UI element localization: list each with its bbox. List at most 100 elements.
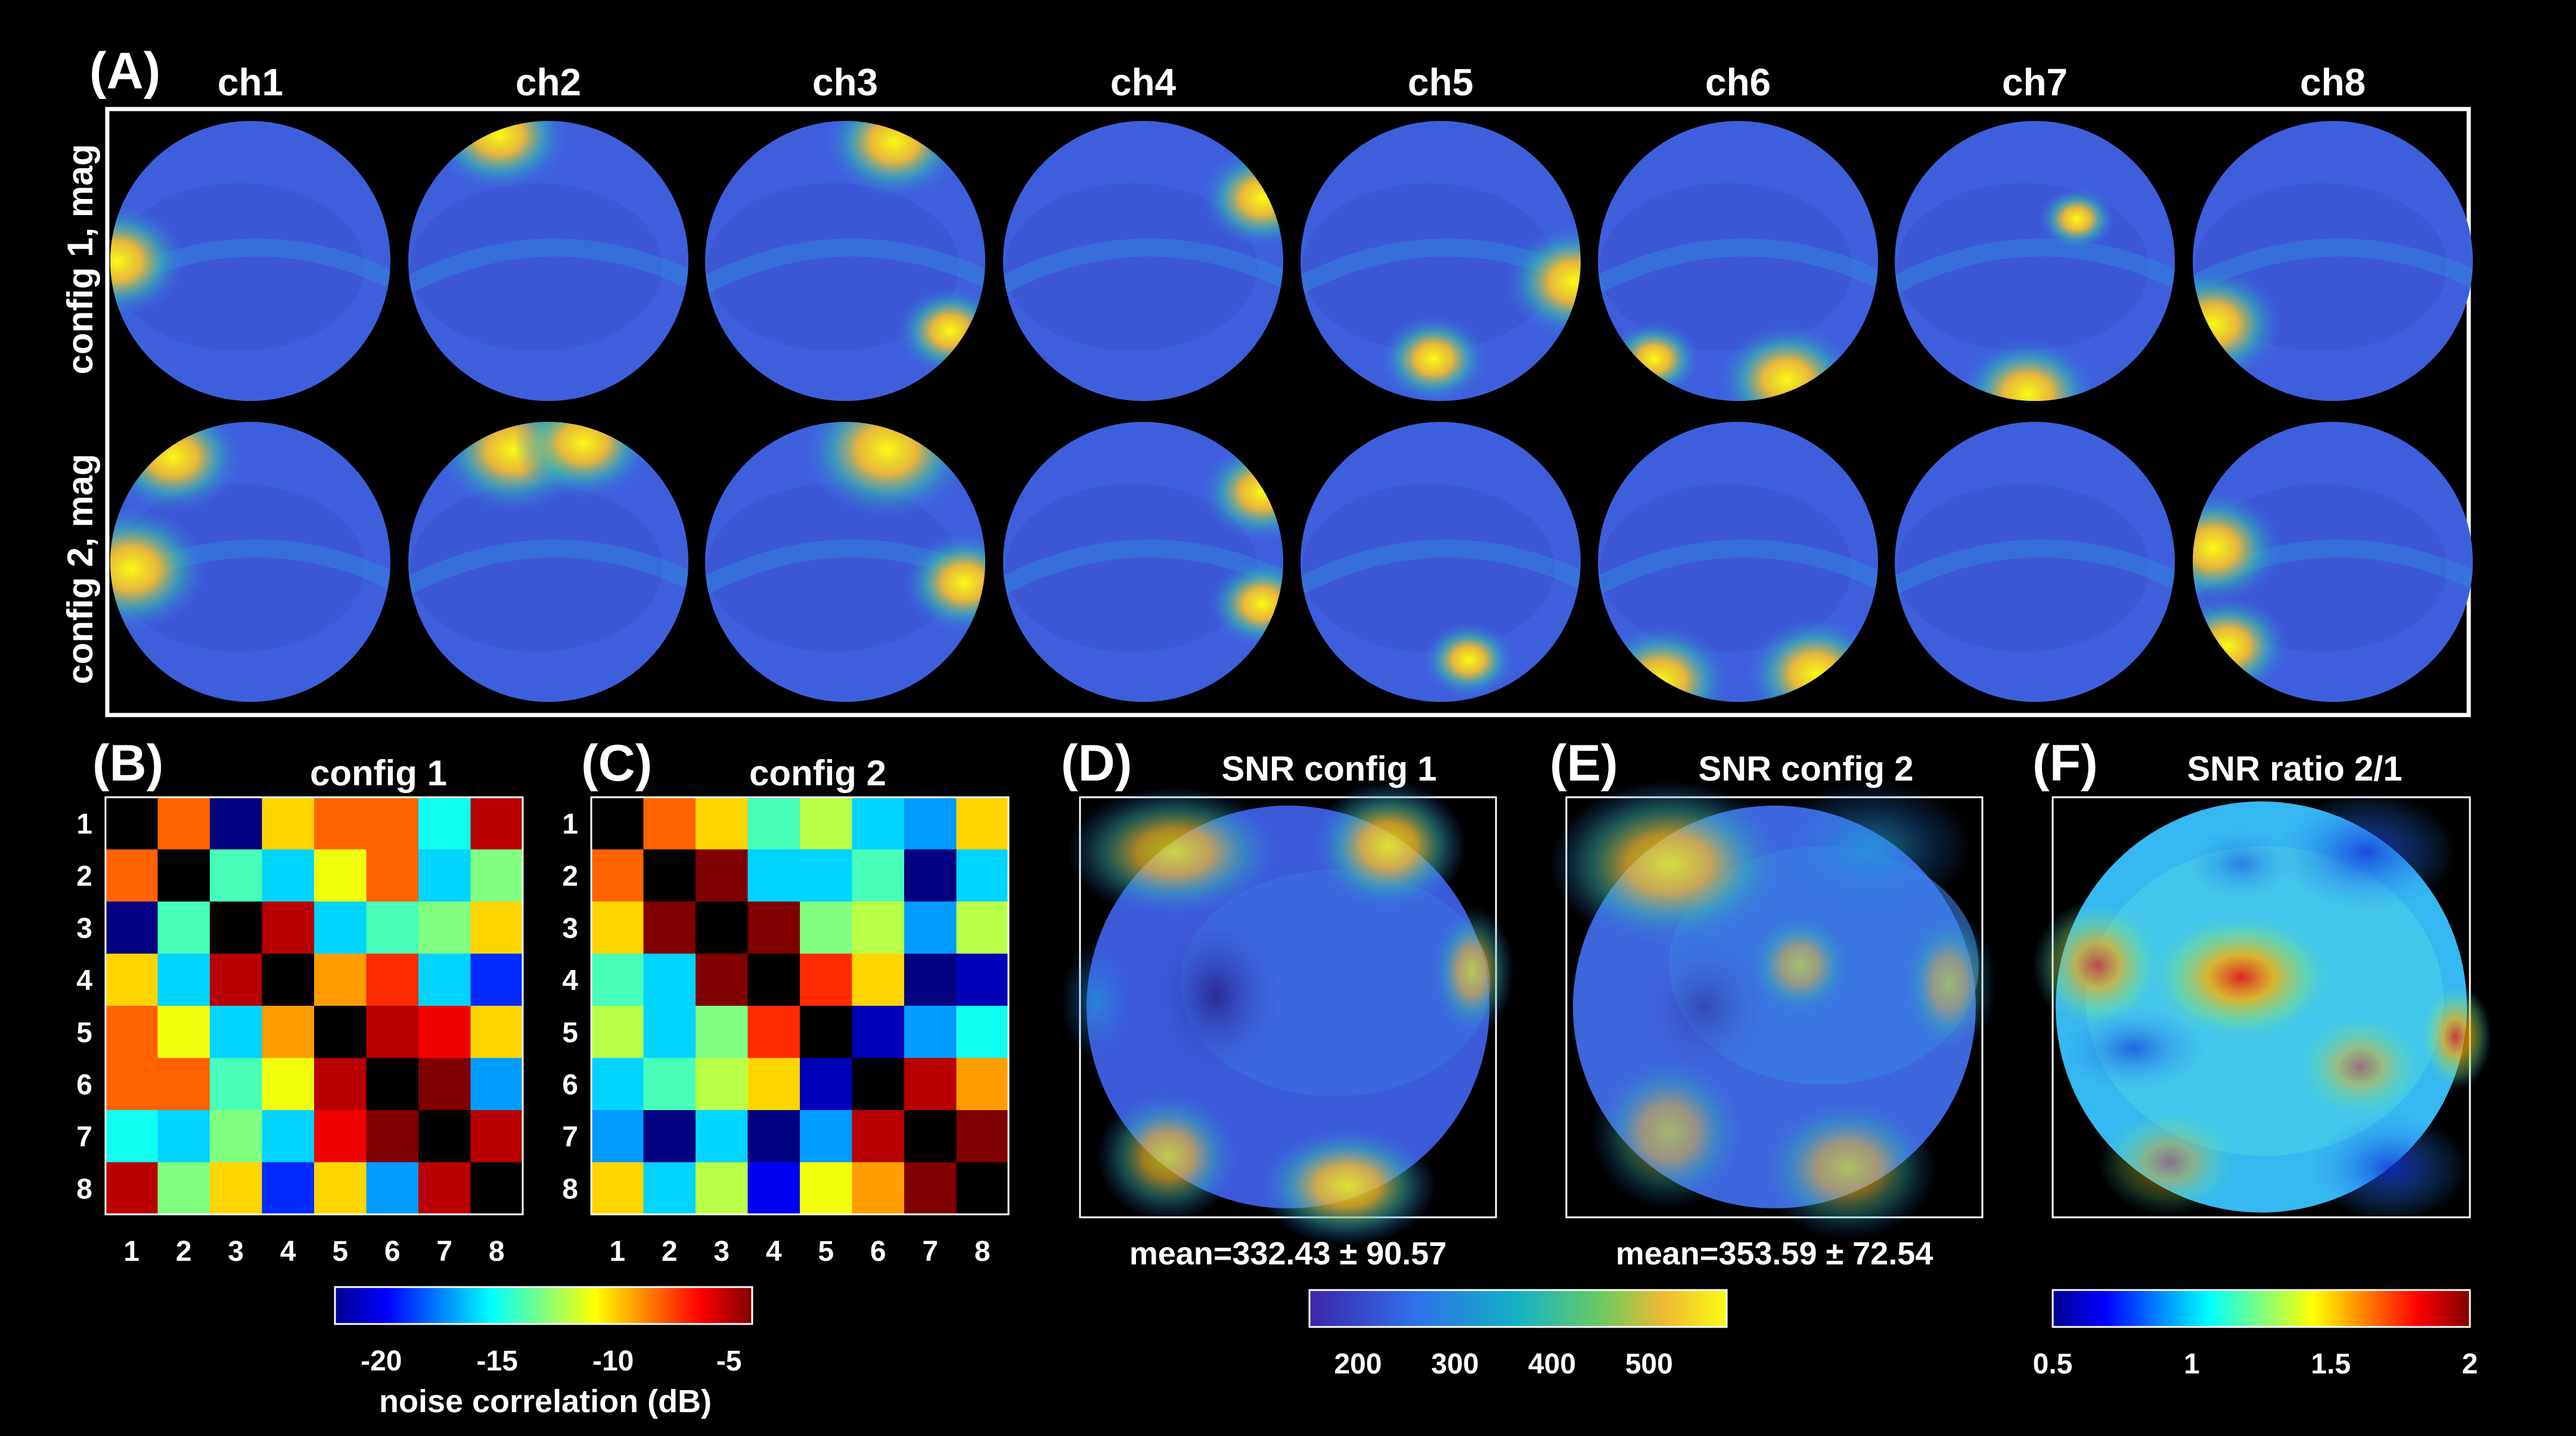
heatmap-cell	[747, 1058, 800, 1111]
heatmap-cell	[105, 1006, 158, 1058]
heatmap-cell	[314, 1058, 367, 1111]
heatmap-cell	[105, 849, 158, 902]
heatmap-cell	[696, 849, 748, 902]
heatmap-cell	[157, 849, 210, 902]
heatmap-cell	[643, 902, 696, 954]
heatmap-cell	[314, 1110, 367, 1163]
heatmap-cell	[105, 1110, 158, 1163]
noise-correlation-matrix-config-1: 1 1 2 2 3 3 4 4 5 5 6 6 7 7 8 8	[76, 796, 524, 1267]
panel-f: (F) SNR ratio 2/1	[2032, 735, 2491, 1221]
panel-c-label: (C)	[581, 735, 652, 792]
heatmap-cell	[314, 902, 367, 954]
heatmap-cell	[470, 953, 523, 1006]
heatmap-cell	[643, 849, 696, 902]
heatmap-row-tick: 7	[76, 1121, 92, 1153]
coil-map-config-2-ch8	[2193, 422, 2473, 702]
heatmap-cell	[591, 1006, 644, 1058]
heatmap-cell	[470, 902, 523, 954]
heatmap-col-tick: 8	[974, 1236, 991, 1267]
heatmap-cell	[418, 797, 471, 850]
coil-map-config-2-ch7	[1895, 422, 2175, 702]
heatmap-cell	[418, 1058, 471, 1111]
heatmap-cell	[696, 797, 748, 850]
colorbar-tick: 2	[2462, 1348, 2478, 1380]
colorbar-tick: -5	[716, 1345, 742, 1377]
colorbar-ratio-scale	[2052, 1289, 2471, 1328]
heatmap-row-tick: 3	[76, 913, 92, 944]
heatmap-cell	[956, 1058, 1009, 1111]
heatmap-cell	[591, 849, 644, 902]
heatmap-cell	[105, 797, 158, 850]
heatmap-cell	[643, 1162, 696, 1215]
snr-ratio-map	[2032, 792, 2491, 1221]
coil-map-config-1-ch8	[2193, 121, 2473, 401]
colorbar-tick: 200	[1334, 1348, 1382, 1380]
heatmap-cell	[262, 1110, 315, 1163]
heatmap-cell	[643, 1058, 696, 1111]
heatmap-cell	[210, 1058, 262, 1111]
colorbar-snr-ticks: 200 300 400 500	[1334, 1348, 1672, 1380]
heatmap-cell	[418, 902, 471, 954]
heatmap-cell	[105, 1162, 158, 1215]
coil-map-config-2-ch3	[705, 422, 985, 702]
coil-map-config-1-ch2	[408, 121, 688, 401]
heatmap-cell	[852, 1110, 905, 1163]
heatmap-frame	[104, 796, 524, 1216]
panel-b-label: (B)	[92, 735, 163, 792]
heatmap-cell	[696, 1006, 748, 1058]
heatmap-cell	[105, 1058, 158, 1111]
heatmap-cell	[591, 797, 644, 850]
heatmap-cell	[210, 849, 262, 902]
channel-labels: ch1 ch2 ch3 ch4 ch5 ch6 ch7 ch8	[218, 61, 2366, 104]
heatmap-cell	[852, 902, 905, 954]
coil-map-config-1-ch4	[1003, 121, 1283, 401]
heatmap-cell	[314, 1162, 367, 1215]
heatmap-cell	[418, 953, 471, 1006]
heatmap-row-tick: 1	[76, 809, 92, 840]
coil-sensitivity-maps	[110, 121, 2473, 702]
heatmap-cell	[366, 953, 419, 1006]
heatmap-col-tick: 6	[384, 1236, 401, 1267]
heatmap-row-tick: 7	[562, 1121, 578, 1153]
heatmap-cell	[418, 1162, 471, 1215]
panel-d-label: (D)	[1061, 735, 1132, 792]
heatmap-cell	[262, 1006, 315, 1058]
heatmap-cell	[747, 797, 800, 850]
heatmap-cell	[956, 1110, 1009, 1163]
panel-a-label: (A)	[89, 42, 160, 100]
heatmap-cell	[696, 1162, 748, 1215]
heatmap-cell	[643, 1110, 696, 1163]
heatmap-cell	[314, 953, 367, 1006]
heatmap-cell	[418, 849, 471, 902]
heatmap-cell	[696, 1058, 748, 1111]
heatmap-cell	[314, 1006, 367, 1058]
heatmap-cell	[210, 797, 262, 850]
heatmap-row-tick: 6	[562, 1069, 578, 1101]
colorbar-ratio: 0.5 1 1.5 2	[2033, 1289, 2478, 1380]
heatmap-cell	[470, 1162, 523, 1215]
heatmap-row-tick: 4	[76, 965, 92, 996]
channel-label: ch1	[218, 61, 283, 104]
colorbar-tick: 1	[2184, 1348, 2200, 1380]
row-label-config-1: config 1, mag	[60, 144, 100, 375]
heatmap-cell	[366, 1162, 419, 1215]
heatmap-cell	[157, 797, 210, 850]
heatmap-row-tick: 5	[562, 1017, 578, 1049]
panel-e: (E) SNR config 2 mean=353.59 ± 72.54	[1550, 735, 1997, 1272]
channel-label: ch3	[812, 61, 878, 104]
heatmap-cell	[262, 849, 315, 902]
channel-label: ch2	[516, 61, 581, 104]
heatmap-cell	[643, 953, 696, 1006]
panel-d: (D) SNR config 1 mean=332.43 ± 90.57	[1061, 735, 1514, 1272]
heatmap-cell	[210, 1162, 262, 1215]
heatmap-row-tick: 6	[76, 1069, 92, 1101]
heatmap-cell	[956, 849, 1009, 902]
heatmap-cell	[904, 1006, 957, 1058]
colorbar-tick: 1.5	[2311, 1348, 2351, 1380]
heatmap-cell	[696, 953, 748, 1006]
row-label-config-2: config 2, mag	[60, 454, 100, 685]
heatmap-cell	[800, 902, 852, 954]
heatmap-cell	[470, 1006, 523, 1058]
colorbar-tick: 0.5	[2033, 1348, 2073, 1380]
